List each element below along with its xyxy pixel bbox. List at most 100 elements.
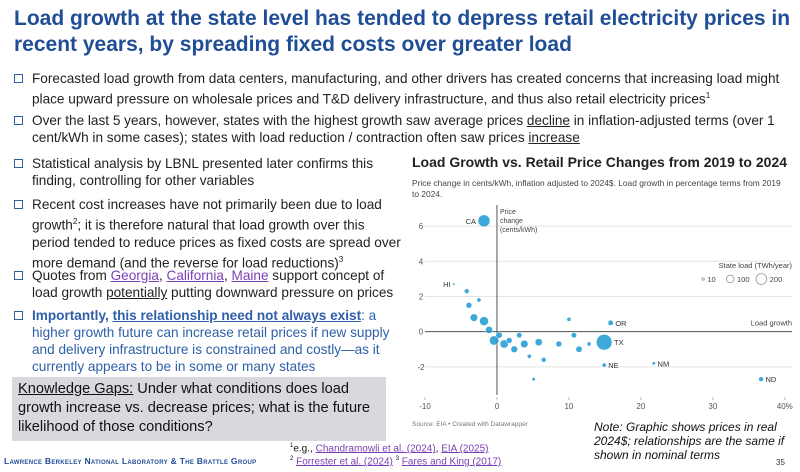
bullet: Recent cost increases have not primarily…	[12, 196, 402, 271]
data-point	[495, 331, 503, 339]
slide-title: Load growth at the state level has tende…	[14, 7, 791, 56]
kg-text: Under what conditions does load growth i…	[18, 381, 371, 435]
x-tick-label: -10	[419, 402, 431, 411]
link[interactable]: California	[166, 268, 224, 283]
data-point	[520, 339, 529, 349]
text-run: Recent cost increases have not primarily…	[32, 197, 382, 233]
data-point	[586, 341, 592, 347]
note: Note: Graphic shows prices in real 2024$…	[594, 420, 785, 462]
superscript: 3	[338, 254, 344, 264]
text-run: Quotes from	[32, 268, 111, 283]
text-run: ,	[223, 268, 232, 283]
link[interactable]: Maine	[231, 268, 269, 283]
point-label: CA	[466, 217, 476, 226]
chart-source: Source: EIA • Created with Datawrapper	[412, 421, 528, 428]
link[interactable]: Fares and King (2017)	[401, 456, 502, 468]
text-run: putting downward pressure on prices	[167, 285, 394, 300]
page-number: 35	[776, 458, 785, 467]
data-point	[601, 362, 607, 368]
y-tick-label: 2	[419, 292, 424, 301]
text-run: increase	[528, 130, 580, 145]
x-tick-label: 0	[495, 402, 500, 411]
text-run: e.g.,	[293, 443, 316, 455]
y-axis-label: Price change (cents/kWh)	[500, 209, 537, 234]
superscript: 2	[72, 217, 78, 226]
data-point	[476, 297, 482, 303]
x-tick-label: 30	[708, 402, 717, 411]
y-tick-label: 6	[419, 222, 424, 231]
x-tick-label: 20	[636, 402, 645, 411]
data-point	[479, 316, 489, 326]
link[interactable]: EIA (2025)	[441, 443, 489, 455]
point-label: ND	[765, 375, 776, 384]
point-label: HI	[443, 280, 451, 289]
kg-heading: Knowledge Gaps:	[18, 381, 134, 397]
link[interactable]: Georgia	[110, 268, 159, 283]
footnote: 2 Forrester et al. (2024) 3 Fares and Ki…	[290, 456, 501, 467]
text-run: ,	[435, 443, 442, 455]
link[interactable]: Forrester et al. (2024)	[296, 456, 393, 468]
size-legend-title: State load (TWh/year)	[719, 261, 793, 270]
data-point	[571, 332, 577, 339]
point-label: NM	[658, 359, 670, 368]
y-tick-label: 4	[419, 257, 424, 266]
text-run: this relationship need not always exist	[112, 308, 362, 323]
size-legend-circle	[726, 274, 735, 284]
data-point	[510, 345, 518, 353]
text-run: support concept of load growth	[32, 268, 385, 300]
bullet: Quotes from Georgia, California, Maine s…	[12, 267, 402, 301]
size-legend-label: 10	[707, 275, 715, 284]
data-point	[607, 319, 614, 326]
data-point	[469, 313, 478, 322]
data-point	[477, 214, 491, 228]
text-run: potentially	[106, 285, 168, 300]
bullet: Importantly, this relationship need not …	[12, 307, 402, 375]
superscript: 2	[290, 456, 294, 462]
data-point	[485, 326, 493, 334]
data-point	[506, 337, 513, 344]
data-point	[596, 334, 613, 351]
data-point	[575, 345, 583, 353]
x-tick-label: 40%	[777, 402, 793, 411]
size-legend-circle	[755, 273, 768, 285]
data-point	[651, 361, 656, 366]
link[interactable]: Chandramowli et al. (2024)	[315, 443, 436, 455]
text-run: : a higher growth future can increase re…	[32, 308, 390, 374]
data-point	[555, 340, 563, 348]
point-label: TX	[614, 338, 624, 347]
text-run: decline	[526, 113, 570, 128]
size-legend-label: 100	[737, 275, 750, 284]
bullet: Over the last 5 years, however, states w…	[12, 112, 800, 146]
superscript: 1	[705, 91, 711, 100]
text-run: ,	[158, 268, 167, 283]
text-run: Importantly,	[32, 308, 113, 323]
data-point	[534, 338, 543, 347]
bullet: Statistical analysis by LBNL presented l…	[12, 155, 402, 189]
data-point	[541, 357, 547, 363]
data-point	[452, 282, 456, 286]
point-label: OR	[615, 319, 627, 328]
data-point	[516, 332, 523, 339]
size-legend-circle	[701, 277, 705, 281]
text-run: in inflation-adjusted terms (over 1 cent…	[32, 113, 775, 145]
data-point	[531, 377, 536, 382]
y-tick-label: -2	[417, 363, 425, 372]
superscript: 1	[290, 443, 294, 449]
data-point	[758, 376, 764, 382]
text-run: Over the last 5 years, however, states w…	[32, 113, 527, 128]
footnote: 1e.g., Chandramowli et al. (2024), EIA (…	[290, 443, 488, 454]
data-point	[464, 288, 470, 294]
text-run: Statistical analysis by LBNL presented l…	[32, 156, 373, 188]
chart-title: Load Growth vs. Retail Price Changes fro…	[412, 154, 788, 170]
chart-subtitle: Price change in cents/kWh, inflation adj…	[412, 178, 781, 199]
x-tick-label: 10	[564, 402, 573, 411]
footer: Lawrence Berkeley National Laboratory & …	[4, 456, 257, 466]
y-tick-label: 0	[419, 328, 424, 337]
data-point	[527, 353, 532, 359]
bullet: Forecasted load growth from data centers…	[12, 70, 800, 108]
text-run: Forecasted load growth from data centers…	[32, 71, 780, 107]
x-axis-label: Load growth	[751, 319, 792, 328]
superscript: 3	[395, 456, 399, 462]
